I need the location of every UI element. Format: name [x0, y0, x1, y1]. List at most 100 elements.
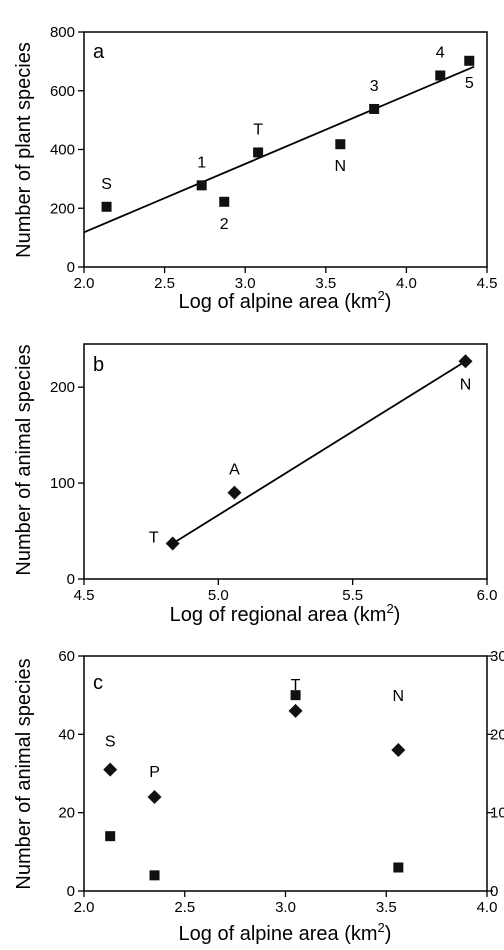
- panel-b-x-axis-ticks: 4.5 5.0 5.5 6.0: [74, 579, 498, 604]
- c-x-tick-label: 4.0: [477, 899, 498, 916]
- a-point-label: S: [101, 176, 112, 193]
- b-x-tick-label: 6.0: [477, 587, 498, 604]
- a-point-label: 5: [465, 75, 474, 92]
- panel-c: c 0 20 40 60 0 10 20 30 2.0 2.5 3.0 3.5 4.0 S P T N N…: [13, 648, 504, 945]
- a-point-label: 1: [197, 154, 206, 171]
- panel-a-x-axis-label: Log of alpine area (km2): [179, 288, 392, 313]
- panel-b-y-axis-label: Number of animal species: [13, 344, 35, 575]
- panel-c-y-axis-label: Number of animal species: [13, 658, 35, 889]
- a-y-tick-label: 600: [50, 83, 75, 100]
- panel-b-x-axis-label-end: ): [394, 604, 401, 626]
- b-y-tick-label: 0: [67, 571, 75, 588]
- a-y-tick-label: 200: [50, 200, 75, 217]
- a-point-square: [219, 196, 230, 207]
- panel-c-right-y-axis-ticks: 0 10 20 30: [487, 648, 504, 900]
- a-point-label: N: [335, 158, 347, 175]
- c-x-tick-label: 3.5: [376, 899, 397, 916]
- c-x-tick-label: 2.5: [174, 899, 195, 916]
- a-x-tick-label: 2.0: [74, 275, 95, 292]
- a-regression-line: [83, 65, 475, 234]
- a-point-label: T: [253, 121, 263, 138]
- a-y-tick-label: 0: [67, 259, 75, 276]
- panel-c-letter: c: [93, 672, 103, 694]
- panel-a-x-axis-label-end: ): [385, 291, 392, 313]
- panel-b-y-axis-ticks: 0 100 200: [50, 379, 84, 588]
- c-y-tick-label: 40: [58, 726, 75, 743]
- b-point-label: T: [149, 530, 159, 547]
- panel-c-x-axis-label-end: ): [385, 923, 392, 945]
- a-point-square: [435, 70, 446, 81]
- a-point-label: 3: [370, 78, 379, 95]
- panel-a-x-axis-label-sup: 2: [378, 288, 385, 303]
- b-x-tick-label: 5.5: [342, 587, 363, 604]
- b-point-label: N: [460, 376, 472, 393]
- panel-b-x-axis-label-main: Log of regional area (km: [170, 604, 387, 626]
- c-point-square: [393, 862, 404, 873]
- panel-a-letter: a: [93, 41, 105, 63]
- b-x-tick-label: 5.0: [208, 587, 229, 604]
- panel-c-left-y-axis-ticks: 0 20 40 60: [58, 648, 84, 900]
- b-point-diamond: [165, 536, 180, 551]
- c-point-diamond: [391, 743, 406, 757]
- b-point-diamond: [227, 485, 242, 500]
- b-point-diamond: [458, 354, 473, 369]
- c-y-tick-label: 60: [58, 648, 75, 665]
- b-regression-line: [172, 360, 466, 545]
- c-point-square: [290, 690, 301, 701]
- panel-b-x-axis-label-sup: 2: [386, 601, 393, 616]
- c-point-diamond: [103, 762, 118, 777]
- a-point-square: [101, 201, 112, 212]
- a-point-square: [335, 139, 346, 150]
- c-x-tick-label: 2.0: [74, 899, 95, 916]
- c-point-diamond: [147, 790, 162, 804]
- panel-c-plot-frame: [83, 655, 488, 892]
- panel-a-x-axis-ticks: 2.0 2.5 3.0 3.5 4.0 4.5: [74, 267, 498, 292]
- c-x-tick-label: 3.0: [275, 899, 296, 916]
- panel-b-letter: b: [93, 354, 104, 376]
- c-point-label: T: [291, 677, 301, 694]
- panel-a-y-axis-label: Number of plant species: [13, 42, 35, 258]
- c-right-y-tick-label: 20: [490, 726, 504, 743]
- c-point-square: [105, 831, 116, 842]
- panel-b-x-axis-label: Log of regional area (km2): [170, 601, 401, 626]
- a-x-tick-label: 2.5: [154, 275, 175, 292]
- b-y-tick-label: 200: [50, 379, 75, 396]
- b-x-tick-label: 4.5: [74, 587, 95, 604]
- panel-c-data-marks: S P T N: [103, 677, 406, 881]
- a-y-tick-label: 400: [50, 142, 75, 159]
- panel-b-plot-frame: [83, 343, 488, 580]
- a-point-square: [253, 147, 264, 158]
- panel-c-x-axis-label: Log of alpine area (km2): [179, 920, 392, 945]
- b-y-tick-label: 100: [50, 475, 75, 492]
- b-point-label: A: [229, 462, 240, 479]
- a-point-square: [196, 180, 207, 191]
- panel-a-plot-frame: [83, 31, 488, 268]
- panel-a: a 0 200 400 600 800 2.0 2.5 3.0 3.5 4.0 4.5 S 1 2 T N…: [13, 24, 497, 313]
- panel-c-x-axis-ticks: 2.0 2.5 3.0 3.5 4.0: [74, 891, 498, 916]
- c-y-tick-label: 0: [67, 883, 75, 900]
- c-point-label: P: [149, 764, 160, 781]
- a-x-tick-label: 4.0: [396, 275, 417, 292]
- c-point-diamond: [288, 703, 303, 718]
- panel-a-x-axis-label-main: Log of alpine area (km: [179, 291, 378, 313]
- c-y-tick-label: 20: [58, 805, 75, 822]
- panel-a-data-marks: S 1 2 T N 3 4 5: [83, 44, 475, 234]
- panel-b-data-marks: T A N: [149, 354, 473, 551]
- a-x-tick-label: 3.0: [235, 275, 256, 292]
- a-y-tick-label: 800: [50, 24, 75, 41]
- a-point-square: [464, 55, 475, 66]
- c-point-label: N: [393, 688, 405, 705]
- panel-a-y-axis-ticks: 0 200 400 600 800: [50, 24, 84, 276]
- c-right-y-tick-label: 10: [490, 805, 504, 822]
- c-right-y-tick-label: 0: [490, 883, 498, 900]
- a-point-label: 4: [436, 44, 445, 61]
- a-x-tick-label: 3.5: [315, 275, 336, 292]
- a-x-tick-label: 4.5: [477, 275, 498, 292]
- panel-c-x-axis-label-sup: 2: [378, 920, 385, 935]
- panel-c-x-axis-label-main: Log of alpine area (km: [179, 923, 378, 945]
- c-point-label: S: [105, 734, 116, 751]
- panel-b: b 0 100 200 4.5 5.0 5.5 6.0 T A N Number of ani…: [13, 343, 498, 626]
- a-point-square: [369, 103, 380, 114]
- a-point-label: 2: [220, 216, 229, 233]
